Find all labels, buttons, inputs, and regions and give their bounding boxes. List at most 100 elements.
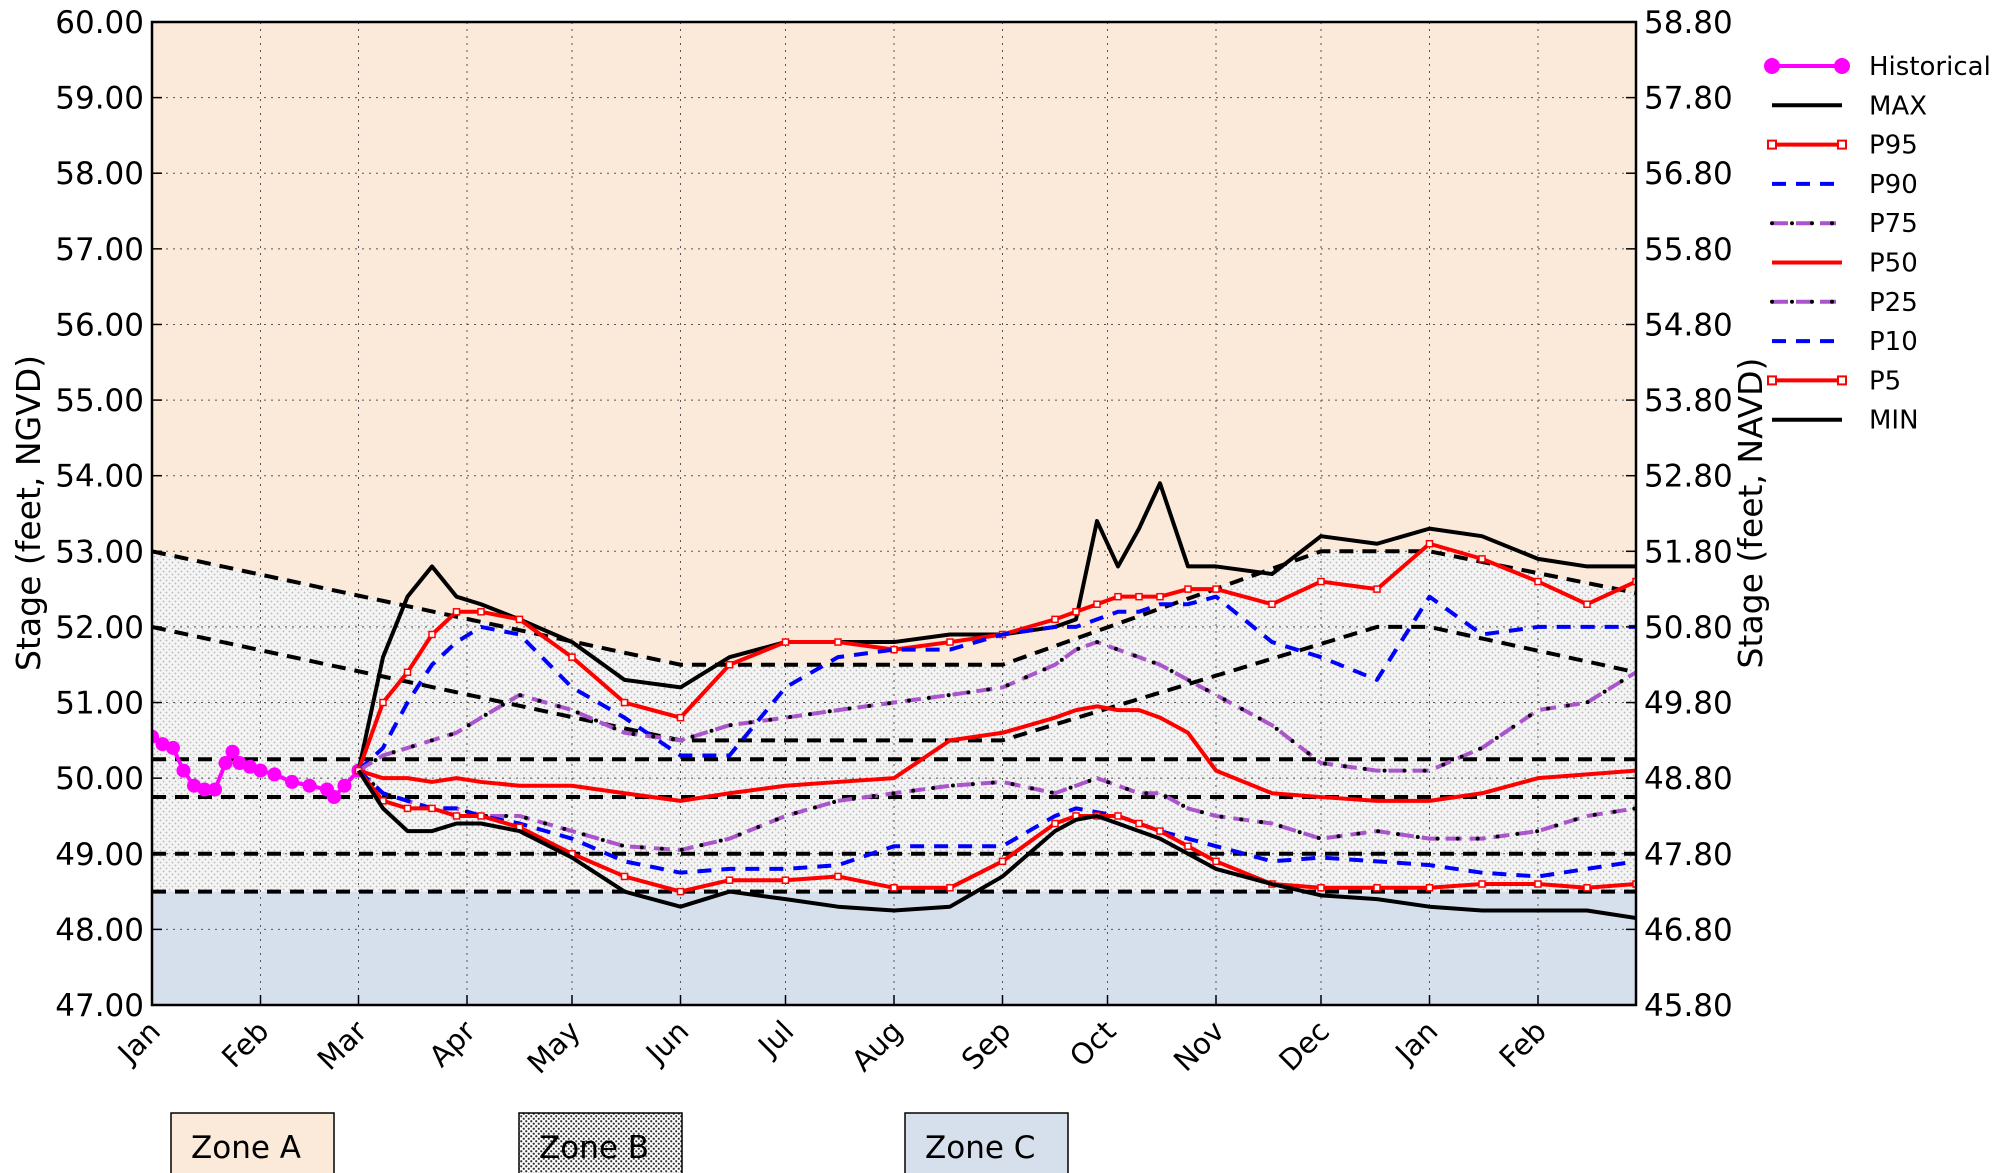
series-marker	[568, 653, 576, 661]
series-marker	[998, 857, 1007, 866]
y2-tick-label: 52.80	[1644, 459, 1733, 495]
series-marker	[403, 668, 412, 677]
y-tick-label: 54.00	[55, 459, 144, 495]
series-marker	[403, 804, 412, 813]
y-tick-label: 51.00	[55, 686, 144, 722]
zone-box	[904, 1112, 1069, 1173]
series-marker	[1093, 600, 1101, 608]
series-marker	[1583, 884, 1591, 892]
legend-marker	[1767, 375, 1777, 386]
series-marker	[834, 872, 842, 881]
series-marker	[187, 778, 201, 793]
x-tick-label: Oct	[1063, 1014, 1123, 1074]
zone-box	[518, 1112, 683, 1173]
series-marker	[477, 812, 485, 820]
y2-tick-label: 58.80	[1644, 5, 1733, 41]
x-tick-label: Mar	[311, 1014, 374, 1077]
series-marker	[452, 812, 461, 820]
x-tick-label: Sep	[955, 1014, 1018, 1077]
y-tick-label: 57.00	[55, 232, 144, 268]
series-line	[357, 594, 1636, 773]
zone-label: Zone B	[539, 1130, 649, 1166]
series-marker	[1373, 585, 1381, 593]
legend-marker	[1767, 139, 1777, 150]
series-marker	[1632, 880, 1636, 888]
y2-tick-label: 53.80	[1644, 383, 1733, 419]
series-marker	[1212, 857, 1220, 866]
series-marker	[285, 774, 299, 789]
y2-tick-label: 55.80	[1644, 232, 1733, 268]
y-tick-label: 47.00	[55, 988, 144, 1024]
series-marker	[1632, 577, 1636, 586]
series-marker	[243, 759, 257, 774]
legend-label: P5	[1869, 366, 1901, 396]
series-marker	[1425, 884, 1434, 892]
series-marker	[379, 698, 387, 707]
y2-tick-label: 54.80	[1644, 307, 1733, 343]
series-marker	[676, 713, 685, 722]
y2-axis-label: Stage (feet, NAVD)	[1731, 358, 1770, 669]
series-marker	[1212, 585, 1220, 593]
series-marker	[428, 630, 436, 639]
series-marker	[725, 660, 734, 669]
series-marker	[1072, 608, 1080, 616]
series-line	[356, 769, 1636, 921]
series-marker	[1317, 577, 1325, 586]
series-marker	[1156, 827, 1164, 835]
series-marker	[781, 638, 790, 646]
series-marker	[428, 804, 436, 813]
legend-marker	[1837, 375, 1847, 386]
x-tick-label: Jun	[638, 1014, 695, 1071]
y2-tick-label: 46.80	[1644, 912, 1733, 948]
y2-tick-label: 48.80	[1644, 761, 1733, 797]
series-marker	[176, 763, 191, 778]
series-line	[357, 769, 1636, 852]
y-tick-label: 48.00	[55, 912, 144, 948]
legend-marker	[1834, 58, 1850, 74]
x-tick-label: Feb	[215, 1014, 275, 1074]
x-tick-label: Feb	[1493, 1014, 1553, 1074]
legend-label: P75	[1869, 209, 1918, 239]
series-marker	[208, 782, 222, 797]
x-tick-label: Dec	[1272, 1014, 1336, 1078]
legend-label: P95	[1869, 131, 1918, 161]
y2-tick-label: 51.80	[1644, 534, 1733, 570]
series-marker	[1534, 577, 1542, 586]
y-tick-label: 56.00	[55, 307, 144, 343]
series-marker	[890, 884, 898, 892]
series-marker	[1478, 555, 1486, 563]
series-line	[357, 640, 1636, 773]
series-marker	[452, 608, 461, 616]
zone-legend: Zone A Zone B Zone C	[170, 1112, 1069, 1173]
series-marker	[1317, 884, 1325, 892]
legend: Historical MAX P95 P90 P75 P50 P25 P10 P5 MIN	[1764, 52, 1991, 436]
series-marker	[946, 884, 954, 892]
series-marker	[725, 876, 734, 884]
x-tick-label: Jan	[1387, 1014, 1444, 1071]
legend-label: P50	[1869, 249, 1918, 279]
y-tick-label: 53.00	[55, 534, 144, 570]
series-marker	[1051, 819, 1059, 828]
series-marker	[1184, 585, 1192, 593]
legend-label: P10	[1869, 327, 1918, 357]
legend-marker	[1837, 139, 1847, 150]
series-marker	[1184, 842, 1192, 850]
y2-tick-label: 50.80	[1644, 610, 1733, 646]
series-marker	[477, 608, 485, 616]
series-marker	[225, 744, 240, 759]
series-marker	[197, 782, 212, 797]
x-tick-label: Aug	[845, 1014, 909, 1078]
legend-label: P90	[1869, 170, 1918, 200]
x-tick-label: Jul	[750, 1014, 800, 1064]
x-tick-label: Nov	[1167, 1014, 1231, 1078]
series-line	[356, 769, 1636, 894]
series-marker	[232, 756, 247, 771]
series-marker	[1051, 615, 1059, 624]
series-marker	[946, 638, 954, 646]
x-tick-label: Apr	[422, 1014, 482, 1074]
y-tick-label: 52.00	[55, 610, 144, 646]
legend-label: MAX	[1869, 91, 1927, 121]
zone-label: Zone A	[191, 1130, 301, 1166]
